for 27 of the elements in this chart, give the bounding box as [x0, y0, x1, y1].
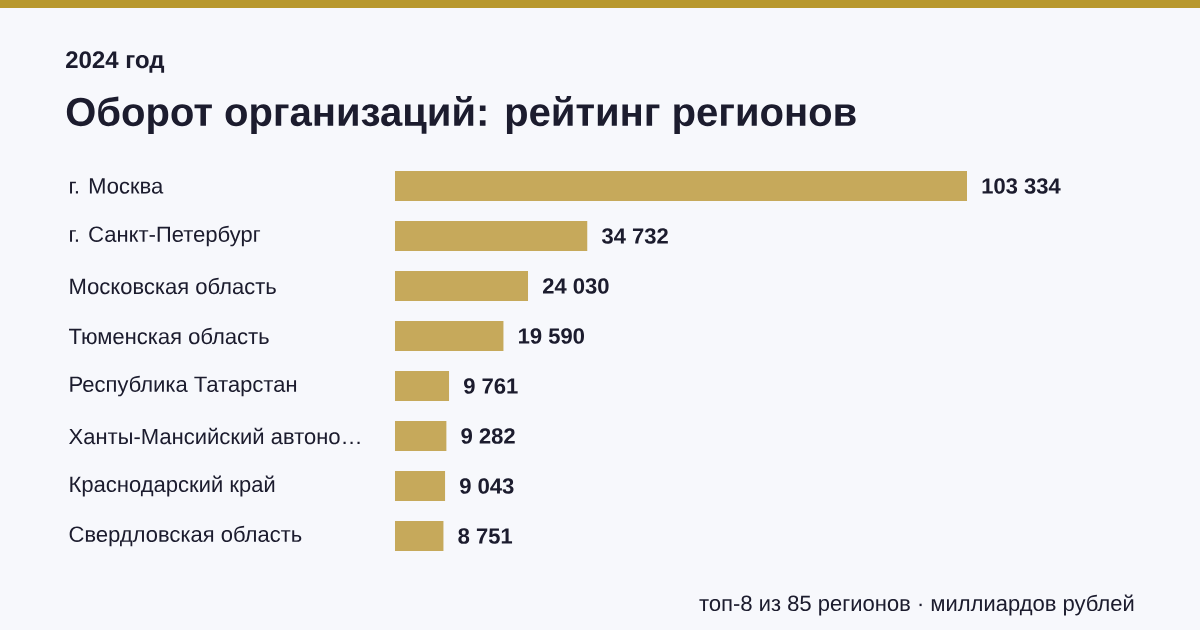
text: топ-8 из 85 регионов · миллиардов рублей — [699, 594, 1134, 616]
bar — [395, 221, 588, 252]
y-tick-label: Тюменская область — [69, 327, 269, 345]
bar — [395, 171, 967, 202]
y-tick-label: Краснодарский край — [70, 475, 275, 497]
data-label: 24 030 — [542, 278, 609, 294]
bar — [395, 521, 444, 552]
y-tick-label: Республика Татарстан — [70, 375, 297, 397]
data-label: 19 590 — [519, 328, 584, 344]
data-label: 103 334 — [982, 178, 1061, 194]
y-tick-label: Свердловская область — [69, 525, 302, 547]
data-label: 8 751 — [458, 528, 513, 544]
data-label: 9 761 — [464, 378, 518, 394]
chart-title: Оборот организаций: рейтинг регионов — [66, 95, 856, 135]
text: 2024 год — [66, 51, 165, 73]
y-tick-label: г. Санкт-Петербург — [70, 225, 261, 247]
data-label: 9 043 — [460, 478, 514, 494]
y-tick-label: Ханты-Мансийский автоно… — [69, 427, 360, 445]
data-label: 9 282 — [461, 428, 515, 444]
y-tick-label: Московская область — [70, 277, 276, 295]
data-label: 34 732 — [601, 228, 668, 244]
bar — [395, 271, 529, 302]
y-tick-label: г. Москва — [70, 178, 164, 194]
bar — [395, 421, 447, 452]
bar — [395, 471, 446, 502]
bar — [395, 371, 450, 402]
bar — [395, 321, 504, 352]
